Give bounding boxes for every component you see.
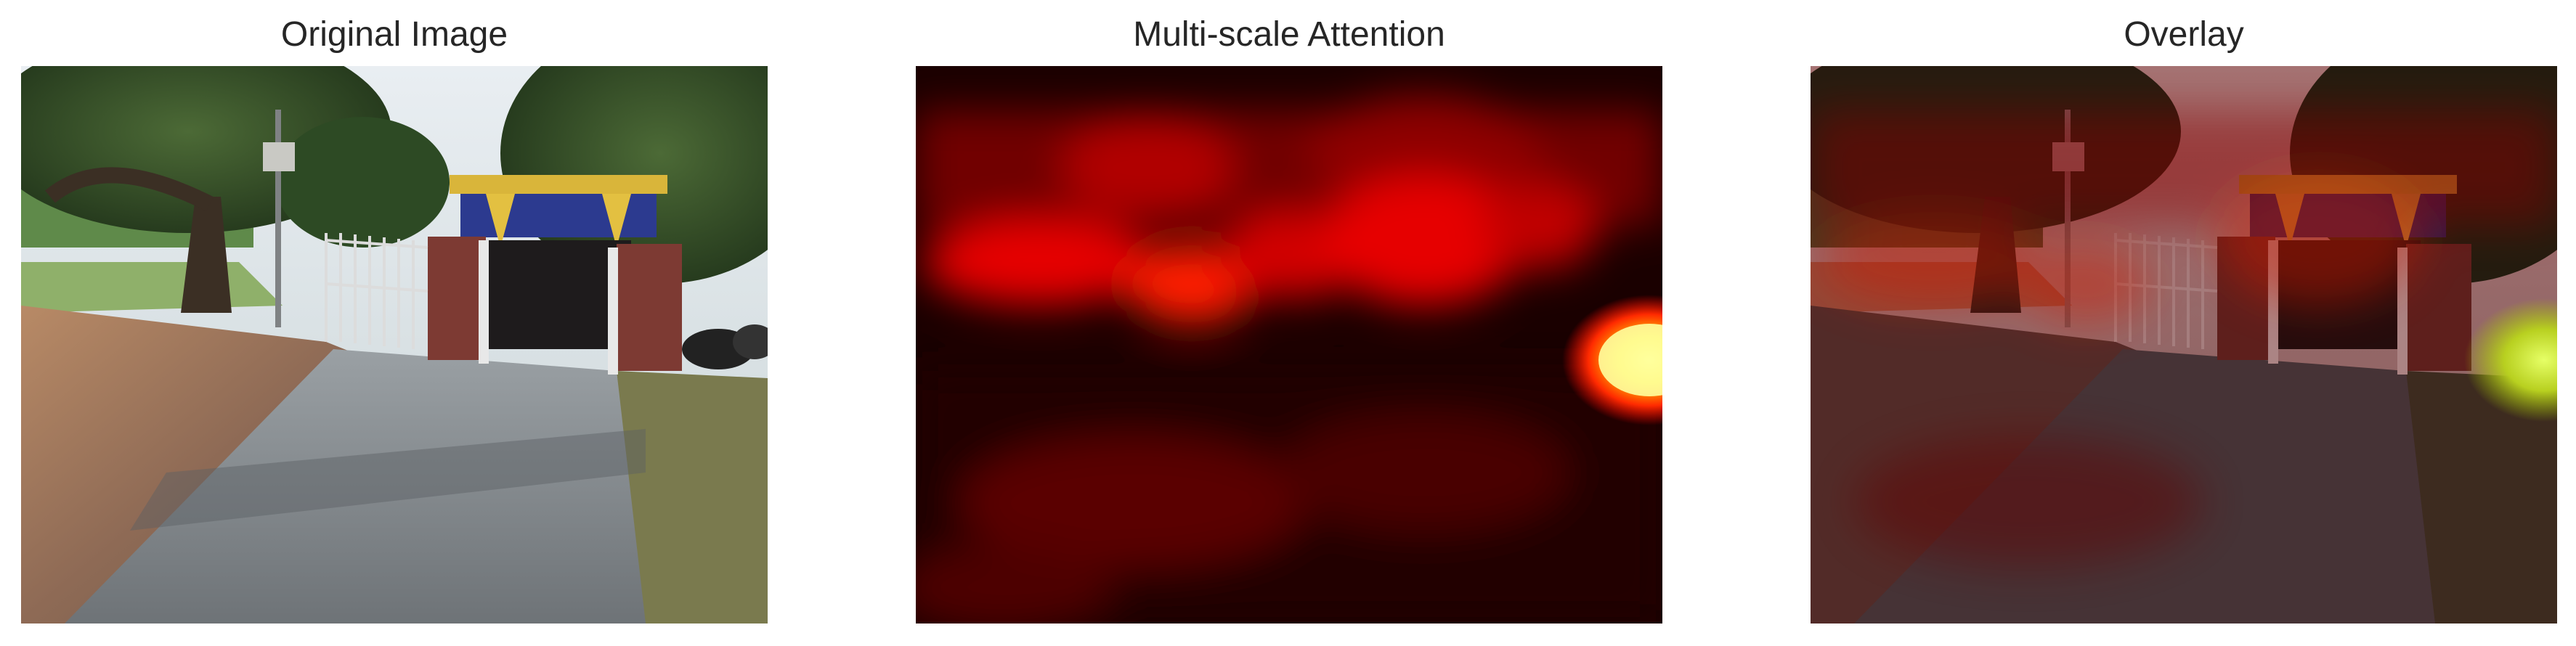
panel-attention: Multi-scale Attention bbox=[916, 0, 1662, 631]
overlay-image bbox=[1811, 66, 2557, 623]
panel-overlay: Overlay bbox=[1811, 0, 2557, 631]
original-image bbox=[21, 66, 768, 623]
panel-original: Original Image bbox=[21, 0, 768, 631]
panel-title-overlay: Overlay bbox=[2124, 15, 2244, 54]
panel-title-attention: Multi-scale Attention bbox=[1133, 15, 1445, 54]
attention-heatmap bbox=[916, 66, 1662, 623]
panel-title-original: Original Image bbox=[280, 15, 508, 54]
